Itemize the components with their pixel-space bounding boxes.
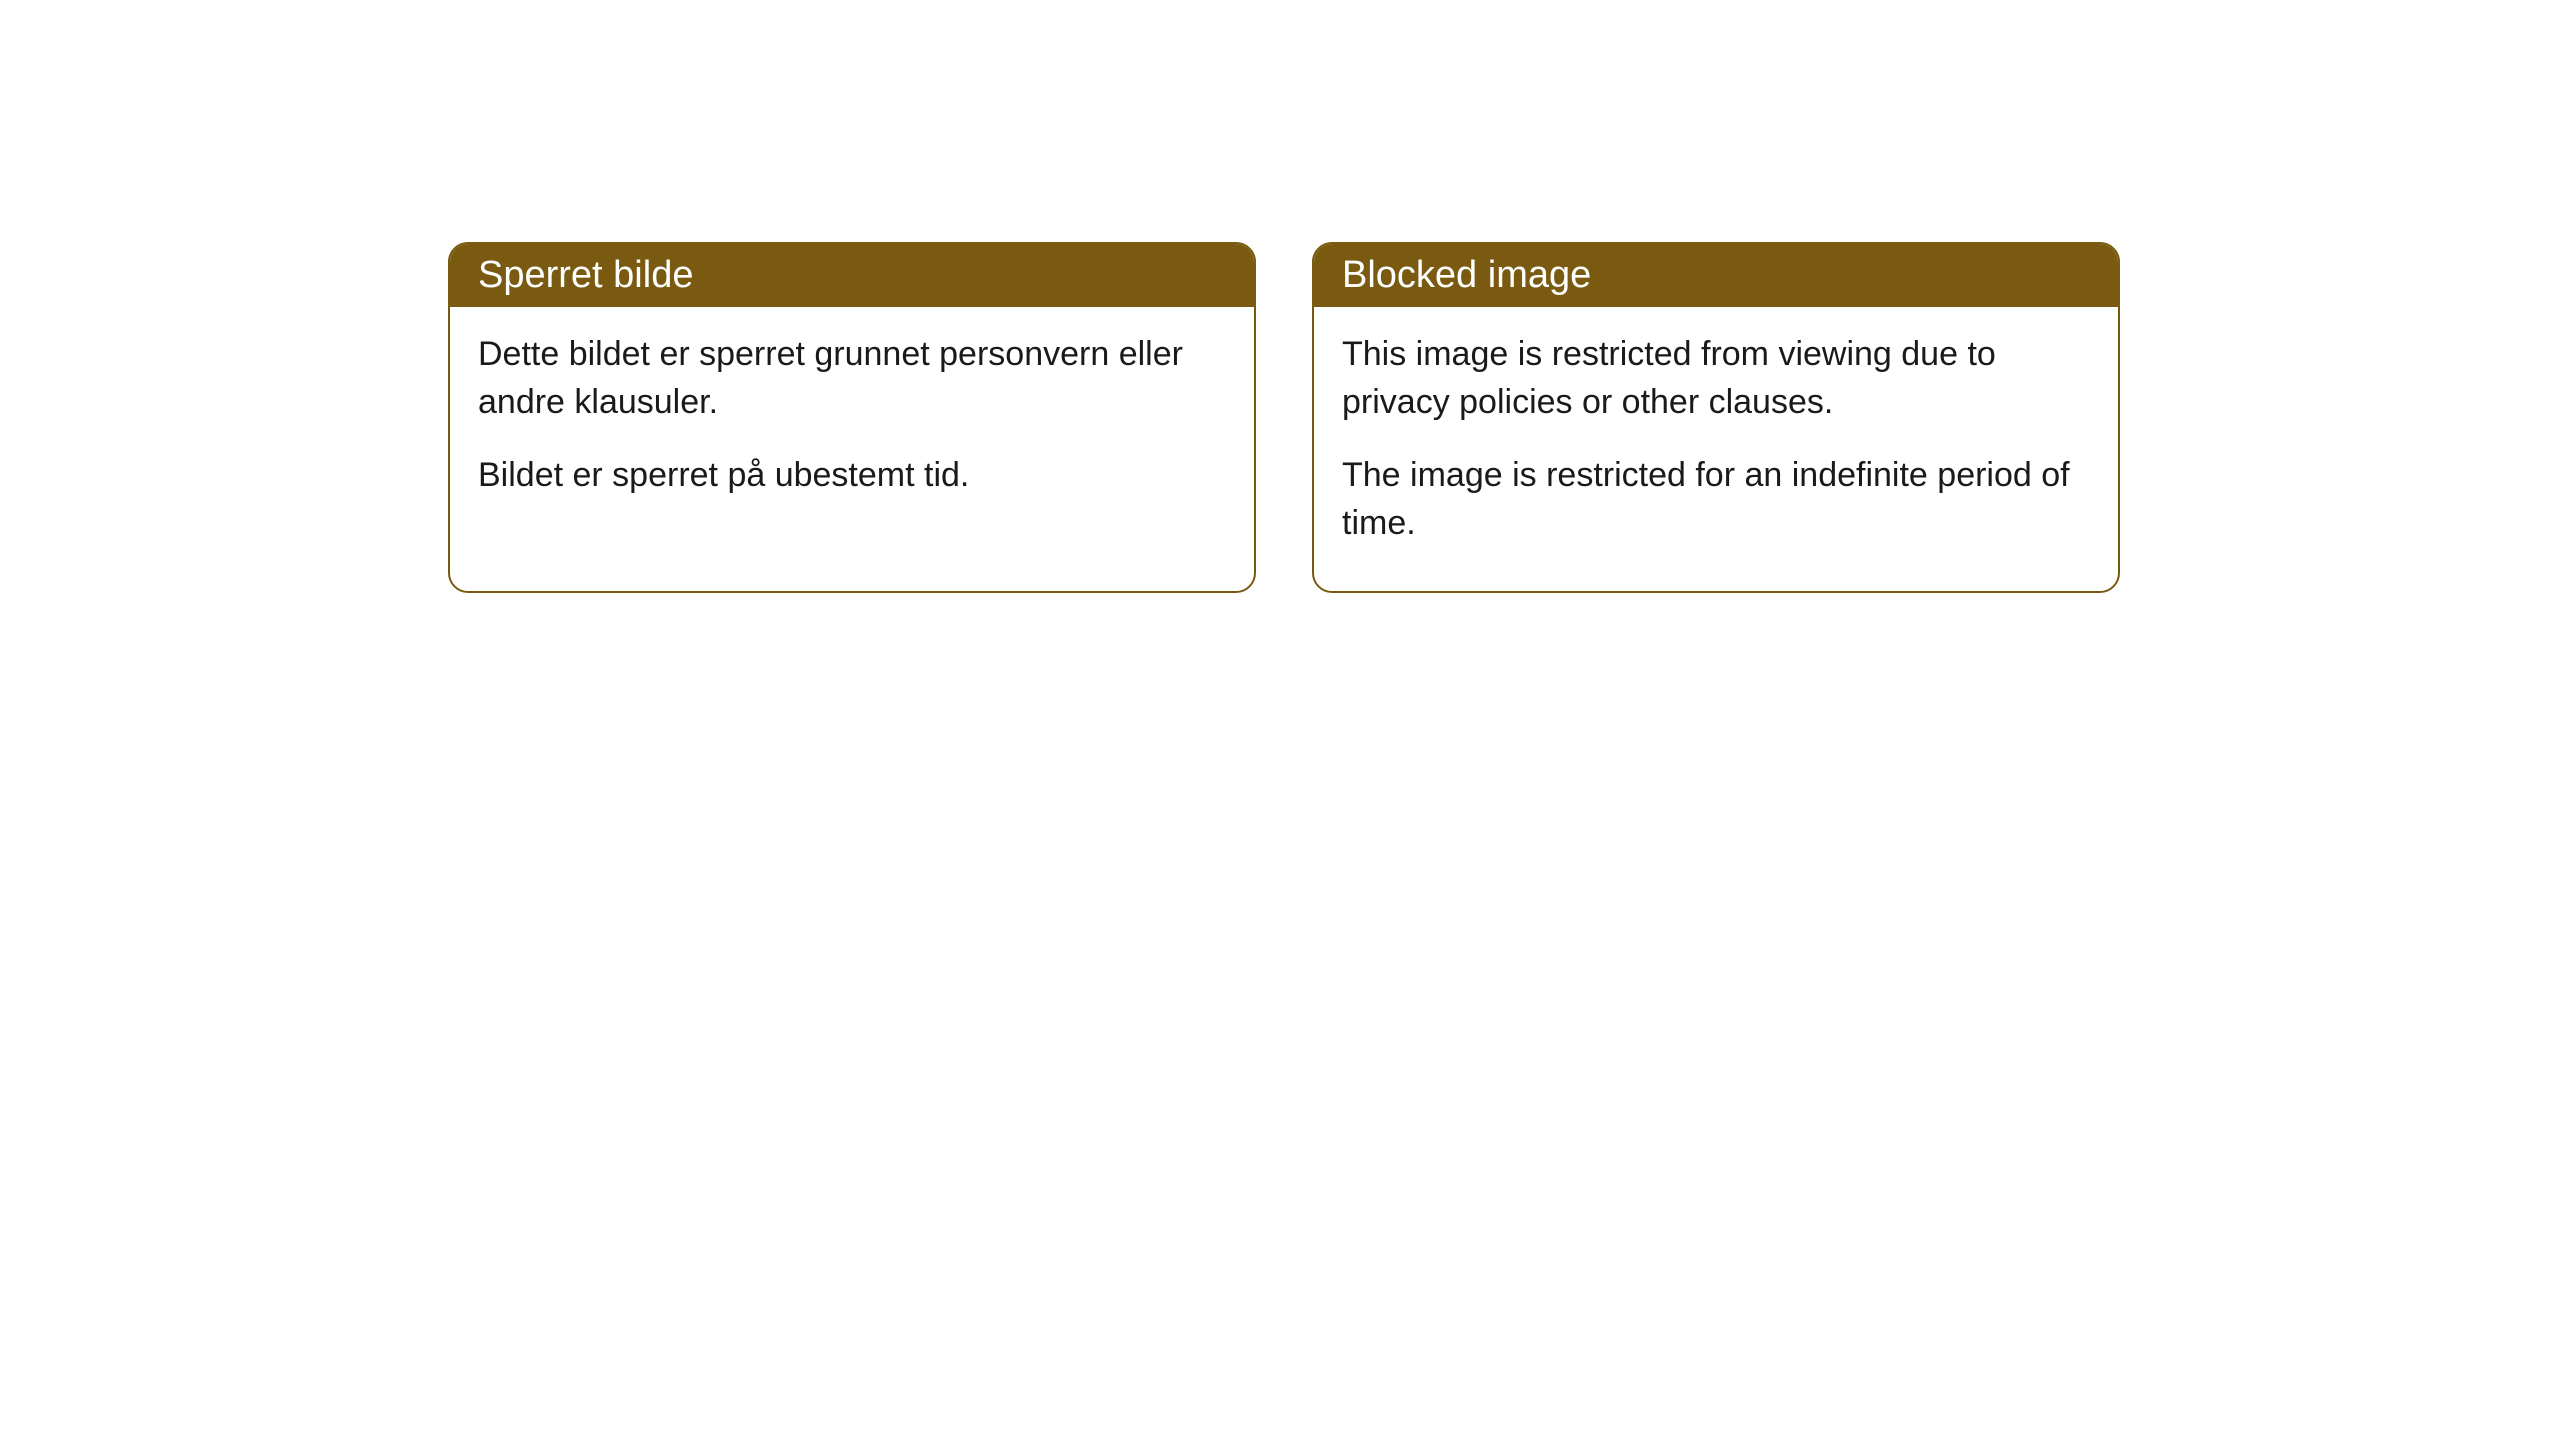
card-header-norwegian: Sperret bilde — [450, 244, 1254, 307]
card-title: Sperret bilde — [478, 254, 693, 296]
card-body-english: This image is restricted from viewing du… — [1314, 307, 2118, 591]
card-title: Blocked image — [1342, 254, 1591, 296]
notice-cards-container: Sperret bilde Dette bildet er sperret gr… — [448, 242, 2120, 593]
card-paragraph-1: This image is restricted from viewing du… — [1342, 331, 2090, 426]
card-paragraph-2: Bildet er sperret på ubestemt tid. — [478, 452, 1226, 500]
card-paragraph-1: Dette bildet er sperret grunnet personve… — [478, 331, 1226, 426]
card-header-english: Blocked image — [1314, 244, 2118, 307]
notice-card-english: Blocked image This image is restricted f… — [1312, 242, 2120, 593]
card-paragraph-2: The image is restricted for an indefinit… — [1342, 452, 2090, 547]
card-body-norwegian: Dette bildet er sperret grunnet personve… — [450, 307, 1254, 544]
notice-card-norwegian: Sperret bilde Dette bildet er sperret gr… — [448, 242, 1256, 593]
